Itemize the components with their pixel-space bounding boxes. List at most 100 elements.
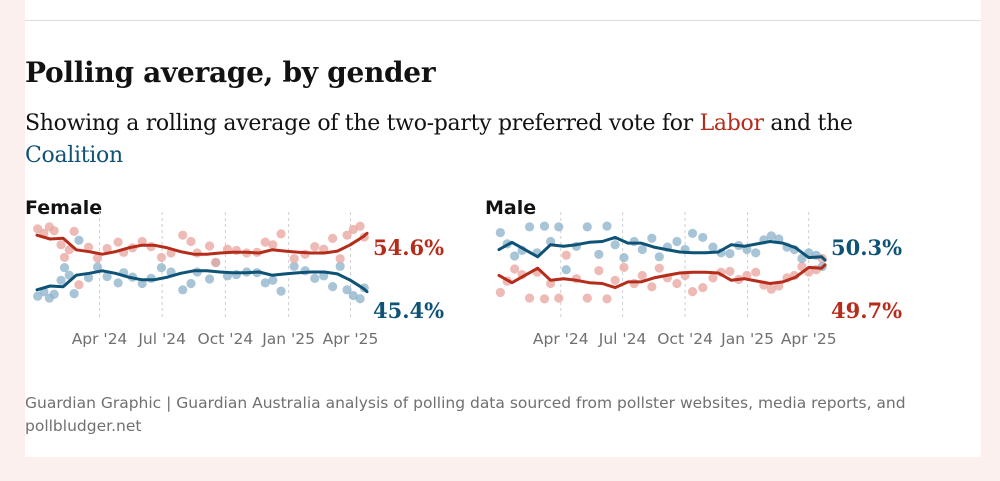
female-x-axis: Apr '24 Jul '24 Oct '24 Jan '25 Apr '25 <box>72 330 379 348</box>
male-x-tick-label: Jan '25 <box>720 330 774 348</box>
female-poll-dot <box>59 262 70 273</box>
chart-title: Polling average, by gender <box>25 56 436 89</box>
male-labor-line <box>497 263 827 290</box>
male-poll-dot <box>582 293 592 303</box>
male-poll-dot <box>766 284 776 294</box>
female-poll-dot <box>178 230 188 240</box>
male-poll-dot <box>594 265 604 276</box>
male-poll-dots <box>495 221 827 304</box>
male-poll-dot <box>797 261 807 272</box>
female-poll-dot <box>59 252 70 263</box>
male-gridlines <box>560 212 810 319</box>
female-labor-line <box>35 231 369 256</box>
female-poll-dot <box>335 261 345 271</box>
female-poll-dot <box>49 289 59 299</box>
female-poll-dot <box>289 254 299 264</box>
male-poll-dot <box>637 244 647 255</box>
male-poll-dot <box>610 240 620 250</box>
male-poll-dot <box>524 293 535 303</box>
male-poll-dot <box>654 263 664 273</box>
male-poll-dot <box>510 264 520 274</box>
female-coalition-end-label: 45.4% <box>373 298 444 323</box>
female-x-tick-label: Apr '24 <box>72 330 128 348</box>
male-poll-dot <box>602 294 612 304</box>
female-x-tick-label: Jul '24 <box>137 330 186 348</box>
female-poll-dot <box>355 294 365 304</box>
female-poll-dot <box>186 236 196 247</box>
male-coalition-line <box>497 235 827 262</box>
female-poll-dot <box>335 254 345 264</box>
male-poll-dot <box>751 267 761 277</box>
female-x-tick-label: Apr '25 <box>323 330 379 348</box>
female-poll-dot <box>348 290 358 301</box>
male-poll-dot <box>637 270 647 281</box>
male-series-lines <box>497 235 827 290</box>
male-poll-dot <box>672 236 682 247</box>
female-poll-dot <box>92 262 103 272</box>
female-poll-dot <box>204 274 215 284</box>
female-poll-dot <box>310 273 320 283</box>
female-labor-end-label: 54.6% <box>373 235 444 260</box>
female-poll-dot <box>342 285 352 295</box>
male-poll-dot <box>582 222 592 232</box>
male-poll-dot <box>725 266 735 276</box>
male-poll-dot <box>629 236 639 247</box>
source-note: Guardian Graphic | Guardian Australia an… <box>25 394 906 435</box>
male-x-axis: Apr '24 Jul '24 Oct '24 Jan '25 Apr '25 <box>533 330 837 348</box>
male-poll-dot <box>561 250 571 260</box>
male-poll-dot <box>495 287 505 298</box>
male-poll-dot <box>524 222 535 232</box>
subtitle-text: Showing a rolling average of the two-par… <box>25 111 700 136</box>
female-poll-dot <box>156 262 167 273</box>
female-poll-dot <box>276 286 286 296</box>
chart-card: Polling average, by gender Showing a rol… <box>25 0 981 457</box>
subtitle-coalition-key: Coalition <box>25 143 123 168</box>
male-poll-dot <box>708 273 718 283</box>
male-poll-dot <box>687 287 698 297</box>
female-end-labels: 54.6% 45.4% <box>373 235 444 323</box>
female-poll-dot <box>113 237 123 247</box>
female-x-tick-label: Oct '24 <box>198 330 254 348</box>
female-poll-dot <box>178 285 188 295</box>
female-poll-dot <box>310 242 320 252</box>
top-divider <box>25 20 981 21</box>
female-coalition-line <box>35 269 369 294</box>
female-poll-dot <box>74 280 84 290</box>
male-x-tick-label: Oct '24 <box>657 330 713 348</box>
male-chart: Apr '24 Jul '24 Oct '24 Jan '25 Apr '25 50.3%… <box>495 212 902 348</box>
female-poll-dot <box>289 261 299 271</box>
female-poll-dot <box>69 226 79 236</box>
female-poll-dot <box>83 242 94 252</box>
panel-title-female: Female <box>25 197 103 219</box>
male-poll-dot <box>610 275 620 285</box>
female-poll-dot <box>211 257 221 268</box>
male-poll-dot <box>797 253 807 264</box>
female-poll-dot <box>74 235 84 245</box>
male-poll-dot <box>672 278 682 289</box>
male-poll-dot <box>539 294 550 304</box>
male-poll-dot <box>619 253 629 263</box>
subtitle-text-and: and the <box>763 111 853 136</box>
male-poll-dot <box>647 233 657 243</box>
male-coalition-end-label: 50.3% <box>831 235 902 260</box>
female-x-tick-label: Jan '25 <box>261 330 315 348</box>
male-poll-dot <box>602 221 612 231</box>
female-poll-dot <box>49 226 59 236</box>
female-poll-dot <box>113 278 123 288</box>
female-series-lines <box>35 231 369 294</box>
male-labor-end-label: 49.7% <box>831 298 902 323</box>
male-poll-dot <box>561 265 571 275</box>
male-poll-dot <box>708 242 718 252</box>
female-poll-dot <box>268 275 278 285</box>
female-poll-dot <box>102 243 112 254</box>
female-poll-dot <box>328 233 338 243</box>
male-poll-dot <box>751 248 761 258</box>
male-poll-dot <box>698 232 708 243</box>
male-poll-dot <box>687 228 698 238</box>
male-poll-dot <box>554 222 564 232</box>
male-x-tick-label: Apr '24 <box>533 330 589 348</box>
female-poll-dot <box>186 278 196 289</box>
female-poll-dot <box>276 229 286 239</box>
male-poll-dot <box>725 249 735 259</box>
female-poll-dot <box>156 252 167 263</box>
